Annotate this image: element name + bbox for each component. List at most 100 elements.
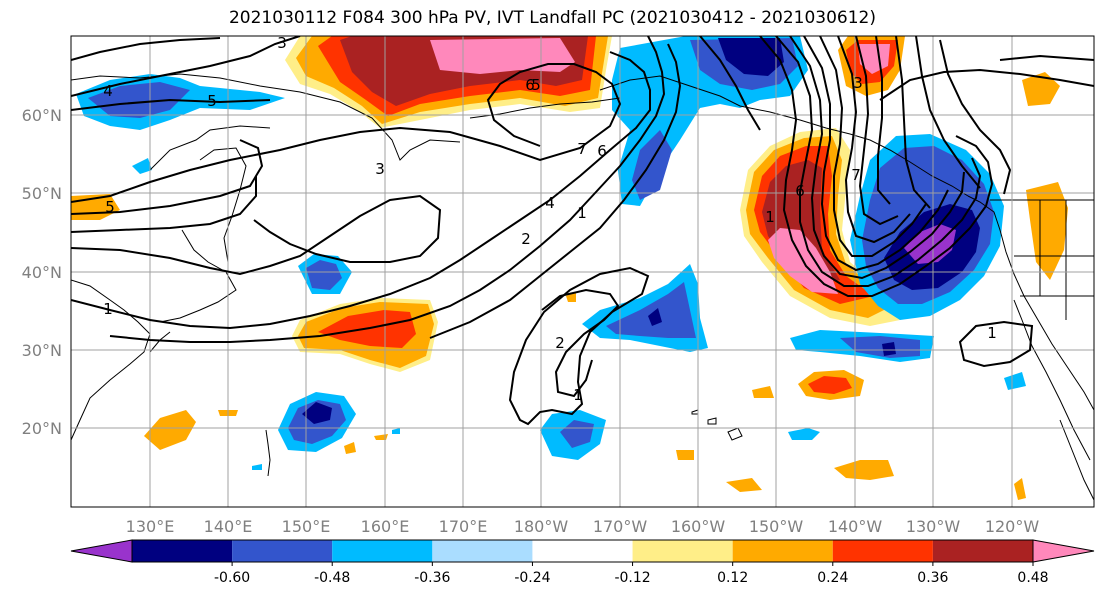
pv-contour [71,98,271,111]
coast-kamchatka [199,147,247,263]
longitude-tick-label: 120°W [985,517,1040,536]
pv-contour [855,36,899,226]
positive-anomaly-ne-corner-pink [858,44,890,74]
negative-anomaly-30n-east-mid [840,336,920,358]
coast-alaska [599,75,969,197]
longitude-tick-label: 160°E [361,517,410,536]
coast-okhotsk [149,125,271,171]
pv-contour [759,36,994,297]
longitude-tick-label: 150°W [749,517,804,536]
colorbar-outline [131,539,1034,563]
colorbar-tick-label: -0.12 [614,570,650,586]
colorbar-box [432,540,533,562]
pv-contour-label: 6 [525,76,535,94]
longitude-tick-labels: 130°E 140°E 150°E 160°E 170°E 180°W 170°W 160°W… [126,517,1040,536]
pv-contour [71,194,442,276]
positive-anomaly-philippines-sea [144,410,196,450]
colorbar-extend-min [70,539,133,563]
colorbar-boxes [70,539,1095,563]
colorbar-tick-label: -0.48 [314,570,350,586]
pv-contour-label: 7 [577,140,587,158]
latitude-tick-labels: 60°N 50°N 40°N 30°N 20°N [22,106,62,438]
pv-contour-label: 1 [987,324,997,342]
latitude-tick-label: 40°N [22,263,62,282]
positive-anomaly-north-pacific-pink [430,38,575,74]
longitude-tick-label: 130°W [906,517,961,536]
pv-contour [699,36,761,131]
coast-bc [967,195,1094,411]
colorbar-extend-max [1032,539,1095,563]
pv-contour [71,139,264,215]
pv-contour-label: 6 [795,182,805,200]
negative-anomaly-central-pacific-mid [606,282,696,338]
pv-contour [429,43,682,339]
negative-anomaly-small-1 [132,158,152,174]
colorbar-tick-label: 0.48 [1017,570,1048,586]
negative-anomaly-small-hawaii [788,428,820,440]
coast-hawaii-1 [727,427,743,441]
latitude-tick-label: 20°N [22,419,62,438]
pv-contours [71,36,1094,426]
longitude-tick-label: 140°W [828,517,883,536]
figure-title: 2021030112 F084 300 hPa PV, IVT Landfall… [228,8,876,28]
pv-contour [803,36,949,272]
pv-contour [875,36,891,205]
positive-anomaly-south-hawaii [726,478,762,492]
pv-contour-label: 2 [555,334,565,352]
pv-contour [71,176,257,233]
negative-anomaly-30n-east-dark [882,342,896,356]
pv-contour [915,36,981,189]
coast-hawaii-2 [707,417,717,425]
negative-anomaly-bering-blue [632,130,672,200]
pv-contour [508,266,650,426]
pv-contour [109,36,666,343]
pv-contour-label: 6 [597,142,607,160]
pv-contour-label: 1 [573,386,583,404]
positive-anomaly-small-f [676,450,694,460]
pv-contour [837,36,911,244]
pv-contour-label: 4 [545,194,555,212]
pv-contour [775,36,982,287]
pv-contour [541,288,620,398]
pv-contour-label: 5 [207,92,217,110]
pv-contour [71,37,221,61]
negative-anomaly-dot-1 [392,428,400,434]
colorbar: -0.60 -0.48 -0.36 -0.24 -0.12 0.12 0.24 0.36 0.4… [70,539,1095,586]
longitude-tick-label: 180°W [514,517,569,536]
pv-contour [819,36,927,257]
coast-korea-china [71,279,151,441]
negative-anomaly-south-central-mid [560,420,594,448]
pv-contour [999,54,1094,61]
pv-contour-label: 7 [851,166,861,184]
latitude-tick-label: 30°N [22,341,62,360]
pv-contour [789,36,965,280]
coast-baja [1013,299,1091,461]
pv-contour [879,68,1094,101]
colorbar-tick-labels: -0.60 -0.48 -0.36 -0.24 -0.12 0.12 0.24 0.36 0.4… [214,562,1049,586]
colorbar-tick-label: -0.24 [514,570,550,586]
latitude-tick-label: 50°N [22,184,62,203]
pv-contour [939,39,1012,195]
coast-japan [159,229,237,323]
pv-contour-label: 4 [103,82,113,100]
pv-contour [71,63,622,203]
pv-contour-label: 1 [103,300,113,318]
longitude-tick-label: 130°E [126,517,175,536]
colorbar-box [832,540,933,562]
pv-contour-label: 3 [375,160,385,178]
negative-anomaly-dot-2 [252,464,262,470]
latitude-tick-label: 60°N [22,106,62,125]
coast-mexico [1059,419,1094,501]
colorbar-box [632,540,733,562]
pv-contour-label: 1 [577,204,587,222]
colorbar-tick-label: 0.36 [917,570,948,586]
pv-contour-label: 3 [853,74,863,92]
colorbar-box [732,540,833,562]
coastlines [71,73,1094,501]
positive-anomaly-small-b [344,442,356,454]
pv-contour-label: 5 [105,198,115,216]
pv-contour-label: 5 [531,76,541,94]
coast-marianas [265,429,271,477]
